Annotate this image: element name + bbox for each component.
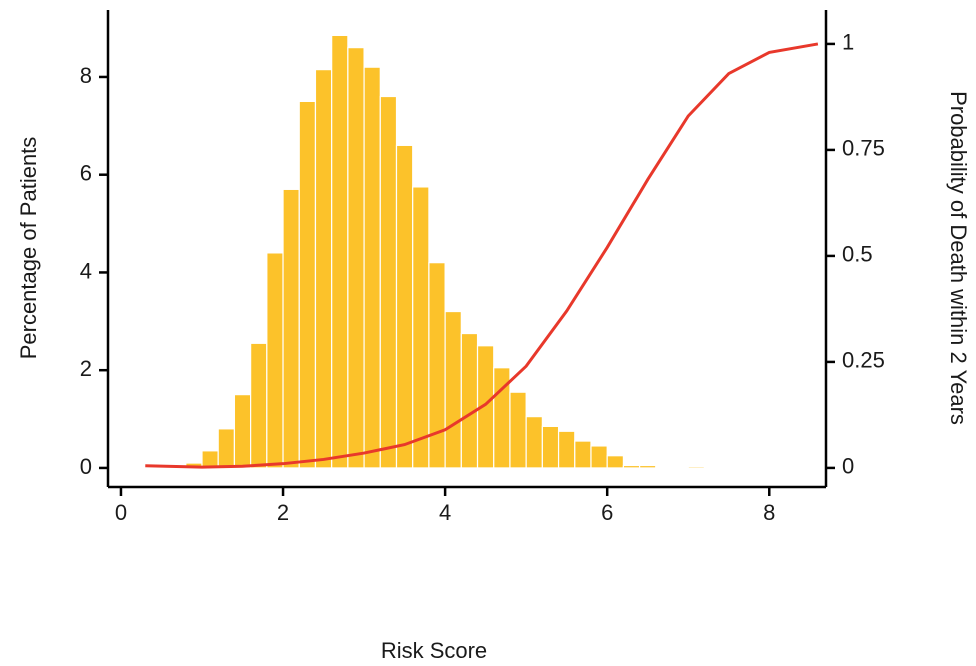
bar	[525, 416, 543, 469]
bar	[687, 465, 706, 469]
bar	[314, 69, 333, 469]
bar	[655, 466, 673, 469]
bar	[622, 464, 641, 469]
y-tick-label: 8	[80, 63, 92, 88]
bar	[379, 95, 398, 469]
bar	[298, 100, 317, 469]
bar	[233, 394, 252, 469]
y2-tick-label: 0.5	[842, 242, 873, 267]
bar	[671, 466, 689, 469]
bar	[784, 466, 803, 469]
bar	[801, 466, 819, 469]
bar	[250, 342, 268, 469]
bar	[444, 310, 462, 469]
bar	[557, 430, 576, 469]
bar	[590, 445, 608, 469]
x-tick-label: 4	[439, 500, 451, 525]
x-tick-label: 8	[763, 500, 775, 525]
y-tick-label: 0	[80, 454, 92, 479]
x-axis-label: Risk Score	[381, 638, 487, 663]
y2-axis-label: Probability of Death within 2 Years	[946, 91, 971, 425]
bar	[720, 466, 738, 469]
bar	[217, 428, 236, 469]
probability-line	[145, 42, 819, 469]
bar	[606, 455, 625, 469]
y2-tick-label: 0	[842, 454, 854, 479]
bar	[574, 440, 592, 469]
bar	[282, 188, 300, 469]
y2-tick-label: 1	[842, 30, 854, 55]
y2-tick-label: 0.75	[842, 136, 885, 161]
bar	[768, 466, 787, 469]
bar	[412, 186, 430, 469]
y-tick-label: 4	[80, 258, 92, 283]
bar	[363, 66, 381, 469]
y-axis-label: Percentage of Patients	[16, 137, 41, 360]
bar	[331, 34, 349, 469]
bar	[703, 466, 722, 469]
bar	[428, 262, 446, 469]
y2-tick-label: 0.25	[842, 348, 885, 373]
bar	[541, 425, 560, 469]
y-tick-label: 6	[80, 161, 92, 186]
bar	[460, 332, 479, 469]
bar	[266, 252, 284, 469]
bar	[347, 47, 365, 469]
y-tick-label: 2	[80, 356, 92, 381]
bar	[509, 391, 527, 469]
bar	[639, 464, 657, 469]
bar	[395, 144, 414, 469]
x-tick-label: 2	[277, 500, 289, 525]
x-tick-label: 6	[601, 500, 613, 525]
x-tick-label: 0	[115, 500, 127, 525]
